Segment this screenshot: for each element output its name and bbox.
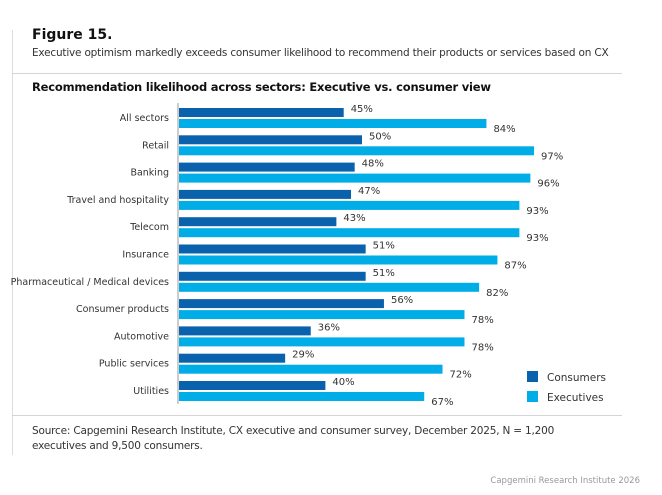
executives-bar — [179, 364, 443, 374]
consumers-value-label: 48% — [362, 159, 384, 170]
executives-value-label: 82% — [486, 288, 508, 299]
consumers-bar — [179, 108, 344, 117]
figure-label: Figure 15. — [32, 27, 113, 43]
executives-value-label: 67% — [431, 397, 453, 408]
consumers-value-label: 50% — [369, 131, 391, 142]
consumers-bar — [179, 189, 352, 199]
executives-bar — [179, 337, 465, 347]
consumers-value-label: 56% — [391, 295, 413, 306]
figure-subtitle: Executive optimism markedly exceeds cons… — [32, 47, 609, 59]
executives-value-label: 93% — [526, 233, 548, 244]
executives-bar — [179, 310, 465, 320]
category-label: Automotive — [114, 331, 169, 342]
bar-chart: All sectors 45% 84% Retail 50% 97% Banking 48% 9… — [11, 103, 606, 408]
executives-bar — [179, 119, 487, 128]
consumers-bar — [179, 217, 337, 227]
consumers-bar — [179, 353, 286, 363]
category-label: Public services — [99, 359, 169, 370]
executives-value-label: 87% — [504, 261, 526, 272]
consumers-value-label: 47% — [358, 186, 380, 197]
executives-value-label: 72% — [450, 370, 472, 381]
consumers-value-label: 45% — [351, 104, 373, 115]
consumers-bar — [179, 135, 362, 145]
executives-legend-swatch — [527, 391, 538, 402]
executives-legend-label: Executives — [547, 392, 604, 404]
category-label: Insurance — [122, 250, 169, 261]
category-label: Consumer products — [76, 304, 169, 315]
category-label: Telecom — [129, 222, 169, 233]
category-label: Travel and hospitality — [66, 195, 169, 206]
consumers-value-label: 51% — [373, 241, 395, 252]
consumers-legend-swatch — [527, 371, 538, 382]
consumers-bar — [179, 271, 366, 281]
executives-value-label: 78% — [471, 315, 493, 326]
executives-bar — [179, 146, 535, 156]
executives-bar — [179, 255, 498, 265]
consumers-bar — [179, 326, 311, 336]
executives-value-label: 93% — [526, 206, 548, 217]
executives-bar — [179, 200, 520, 210]
executives-value-label: 78% — [471, 342, 493, 353]
executives-value-label: 96% — [537, 179, 559, 190]
category-label: Banking — [130, 168, 169, 179]
consumers-value-label: 43% — [343, 213, 365, 224]
consumers-bar — [179, 381, 326, 390]
consumers-value-label: 36% — [318, 322, 340, 333]
executives-bar — [179, 282, 480, 292]
executives-value-label: 84% — [493, 124, 515, 135]
consumers-bar — [179, 299, 384, 309]
consumers-value-label: 40% — [332, 377, 354, 388]
consumers-value-label: 51% — [373, 268, 395, 279]
bottom-divider — [12, 415, 622, 416]
left-divider — [12, 30, 13, 455]
category-label: All sectors — [120, 113, 169, 124]
executives-bar — [179, 173, 531, 183]
category-label: Pharmaceutical / Medical devices — [11, 277, 169, 288]
top-divider — [12, 73, 622, 74]
executives-bar — [179, 392, 425, 401]
chart-title: Recommendation likelihood across sectors… — [32, 80, 491, 94]
credit: Capgemini Research Institute 2026 — [490, 476, 640, 486]
consumers-bar — [179, 162, 355, 172]
executives-value-label: 97% — [541, 151, 563, 162]
consumers-bar — [179, 244, 366, 254]
executives-bar — [179, 228, 520, 238]
category-label: Utilities — [133, 386, 169, 397]
category-label: Retail — [142, 140, 169, 151]
consumers-legend-label: Consumers — [547, 372, 606, 384]
consumers-value-label: 29% — [292, 350, 314, 361]
source-note: Source: Capgemini Research Institute, CX… — [32, 425, 555, 452]
